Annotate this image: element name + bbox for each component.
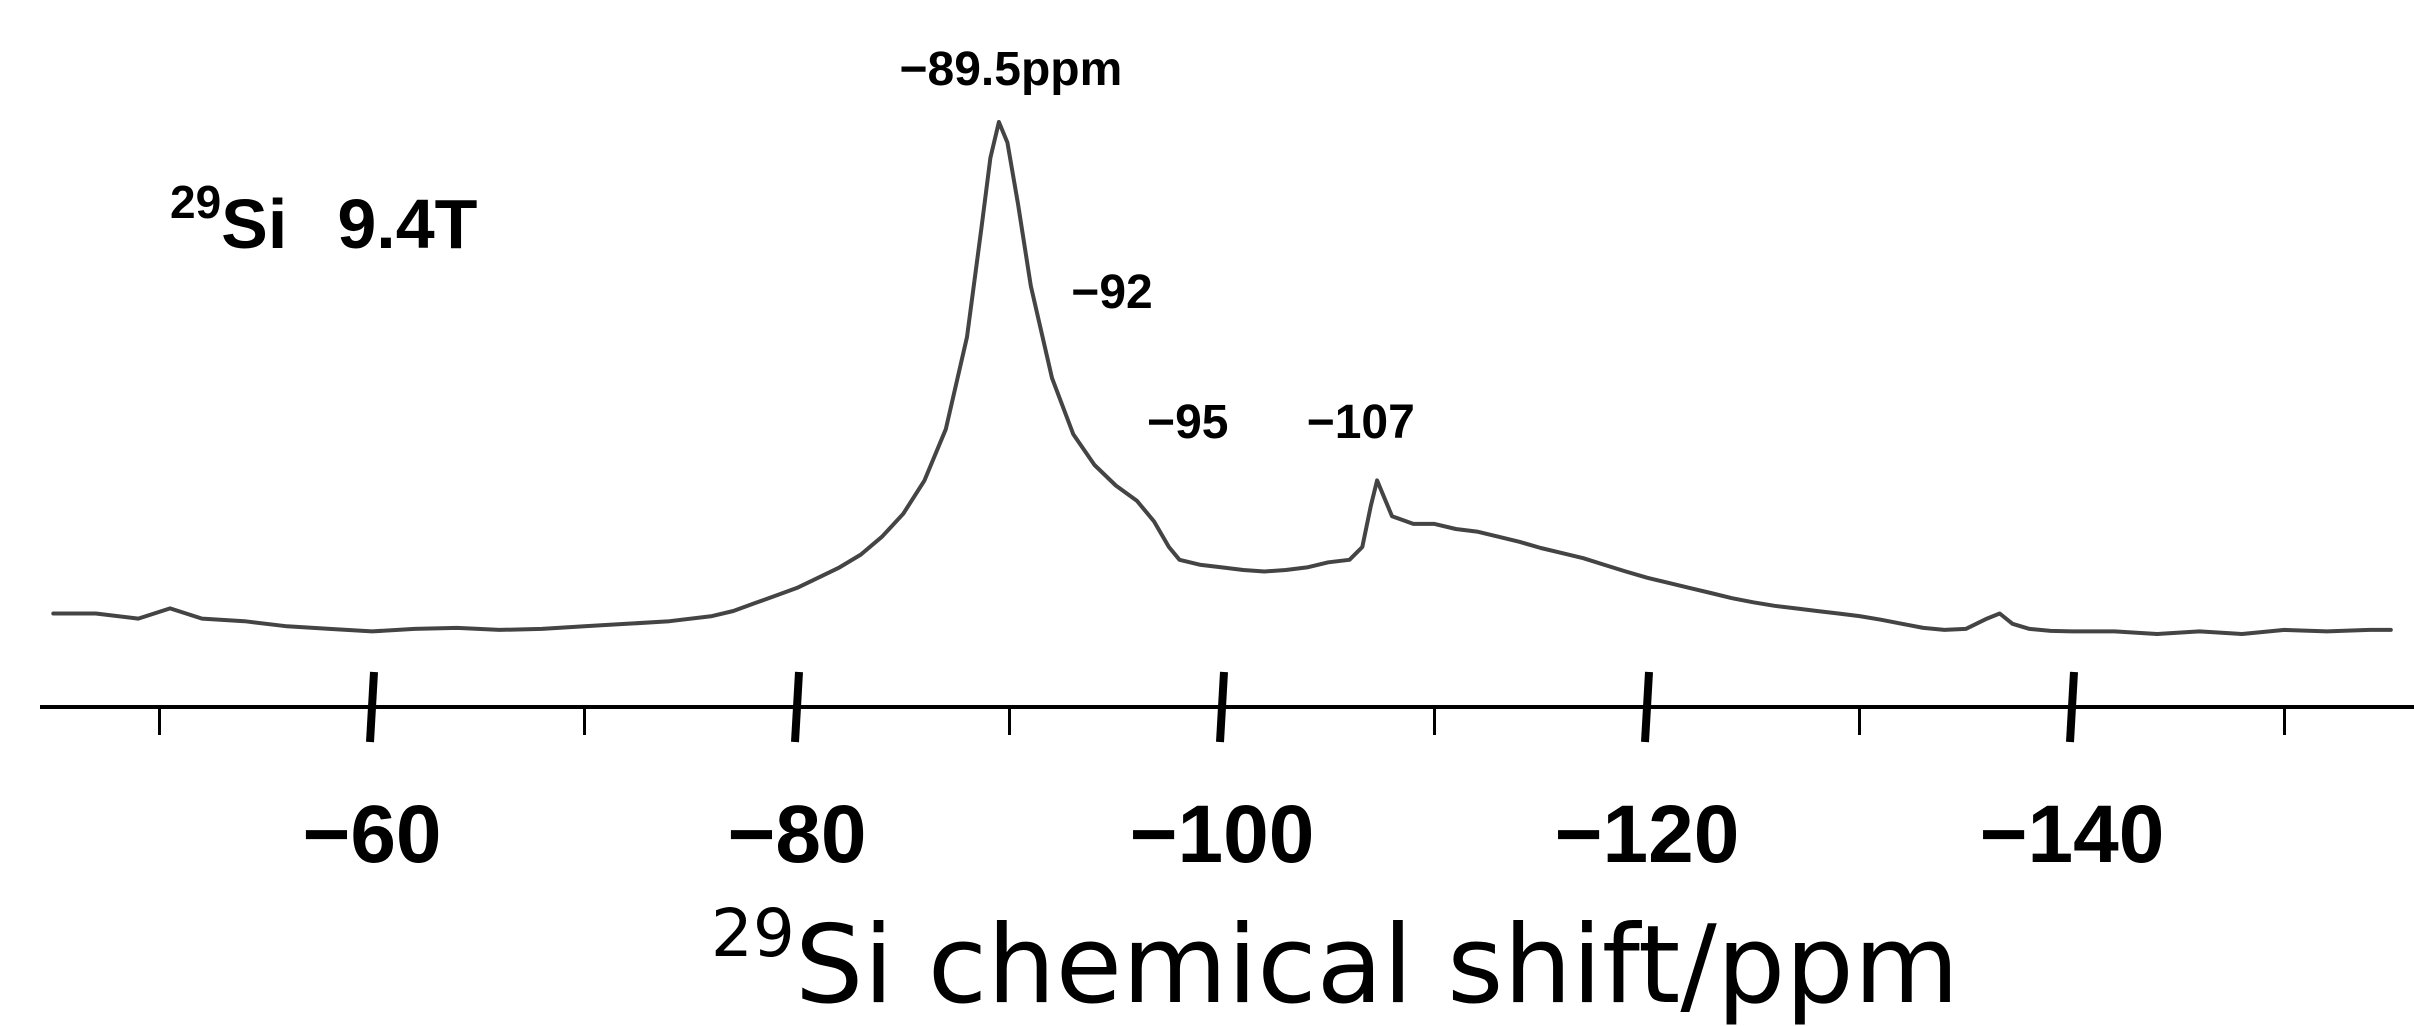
x-major-tick [2066,671,2078,743]
x-axis-label-isotope-mass: 29 [711,895,795,972]
annotation-nucleus: Si [221,185,287,263]
x-tick-label: −60 [302,789,441,880]
x-major-tick [366,671,378,743]
spectrum-line [51,120,2393,636]
x-tick-label: −140 [1980,789,2165,880]
x-tick-label: −120 [1555,789,1740,880]
x-tick-label: −100 [1130,789,1315,880]
peak-label: −95 [1147,396,1228,449]
peak-label: −92 [1071,266,1152,319]
x-tick-label: −80 [727,789,866,880]
x-axis-label: 29Si chemical shift/ppm [711,895,1959,1026]
x-major-tick [1216,671,1228,743]
annotation-field: 9.4T [337,185,477,263]
x-axis-major-ticks [366,671,2078,743]
spectrum-annotation: 29Si 9.4T [170,176,477,263]
x-major-tick [1641,671,1653,743]
peak-label: −89.5ppm [899,43,1122,96]
peak-labels: −89.5ppm −92 −95 −107 [899,43,1414,449]
annotation-isotope-mass: 29 [170,176,221,228]
x-axis-label-text: Si chemical shift/ppm [795,903,1959,1026]
x-major-tick [791,671,803,743]
x-axis-tick-labels: −60 −80 −100 −120 −140 [302,789,2164,880]
x-axis-minor-ticks [158,707,2286,735]
peak-label: −107 [1307,396,1415,449]
